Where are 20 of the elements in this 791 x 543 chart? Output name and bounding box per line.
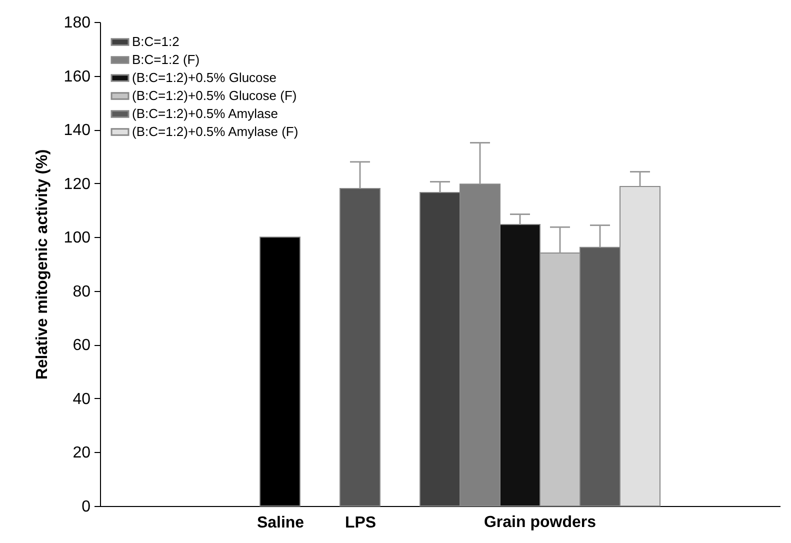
x-tick-label: LPS (344, 514, 376, 532)
legend-label: (B:C=1:2)+0.5% Amylase (132, 106, 278, 121)
legend-label: B:C=1:2 (F) (132, 52, 200, 67)
y-tick-label: 80 (72, 283, 91, 300)
legend-label: (B:C=1:2)+0.5% Glucose (F) (132, 88, 297, 103)
y-tick-label: 120 (64, 176, 91, 193)
y-tick-label: 140 (64, 122, 91, 140)
legend-label: (B:C=1:2)+0.5% Glucose (132, 70, 277, 85)
y-tick-label: 100 (64, 230, 91, 247)
text: Grain powders (484, 514, 596, 531)
y-tick-label: 60 (72, 337, 91, 354)
y-tick-label: 160 (64, 68, 91, 86)
y-axis-title: Relative mitogenic activity (%) (34, 149, 51, 380)
y-tick-label: 40 (72, 390, 91, 408)
x-tick-label: Saline (256, 514, 304, 532)
y-tick-label: 180 (64, 14, 91, 32)
y-tick-label: 0 (82, 498, 91, 516)
legend-label: (B:C=1:2)+0.5% Amylase (F) (132, 124, 298, 139)
legend-label: B:C=1:2 (132, 34, 180, 49)
y-tick-label: 20 (72, 444, 91, 462)
